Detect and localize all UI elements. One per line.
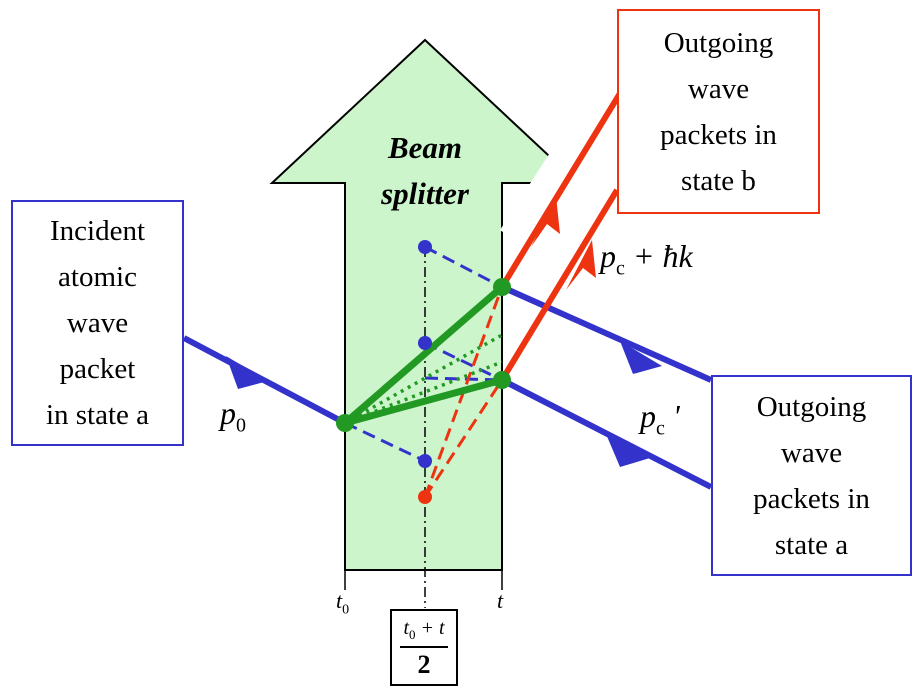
incident-packet-box: Incident atomic wave packet in state a: [11, 200, 184, 446]
incident-line-3: wave: [66, 307, 129, 339]
green-point-upper: [493, 278, 511, 296]
pc-prime-label: pc ': [640, 398, 680, 440]
outgoing-red-beam-lower: [499, 188, 620, 382]
p0-label: p0: [220, 395, 246, 437]
blue-point-mid: [418, 336, 432, 350]
outgoing-b-line-1: Outgoing: [663, 26, 774, 59]
outgoing-a-line-2: wave: [780, 436, 843, 469]
outgoing-b-line-2: wave: [687, 72, 750, 105]
outgoing-a-line-4: state a: [774, 528, 849, 561]
outgoing-b-line-3: packets in: [660, 118, 777, 151]
beam-splitter-label-line2: splitter: [381, 176, 469, 211]
incident-line-1: Incident: [49, 215, 145, 247]
outgoing-a-line-1: Outgoing: [756, 390, 867, 423]
incident-arrowhead: [226, 356, 268, 389]
outgoing-state-a-box: Outgoing wave packets in state a: [711, 375, 912, 576]
incident-line-5: in state a: [45, 399, 150, 431]
blue-point-top: [418, 240, 432, 254]
blue-dashed-lines: [344, 245, 503, 463]
green-dotted-lines: [344, 333, 503, 425]
blue-point-bottom: [418, 454, 432, 468]
t-label: t: [497, 588, 504, 613]
midtime-fraction-box: t0 + t 2: [390, 609, 458, 686]
incident-line-4: packet: [59, 353, 136, 385]
midtime-numerator: t0 + t: [403, 617, 445, 642]
beam-splitter-arrow: [269, 38, 581, 571]
outgoing-red-beam-upper: [499, 88, 625, 289]
outgoing-blue-beam-lower: [500, 377, 713, 490]
red-point: [418, 490, 432, 504]
green-point-start: [336, 414, 354, 432]
outgoing-blue-beam-upper: [500, 284, 713, 383]
midtime-denominator: 2: [417, 650, 431, 679]
beam-splitter-label-line1: Beam: [387, 130, 463, 165]
outgoing-a-line-3: packets in: [753, 482, 870, 515]
outgoing-lower-arrowhead: [606, 434, 650, 467]
outgoing-red-upper-arrowhead: [531, 196, 560, 247]
incident-line-2: atomic: [58, 261, 137, 293]
t0-label: t0: [336, 588, 350, 618]
outgoing-b-line-4: state b: [681, 164, 756, 197]
outgoing-red-lower-arrowhead: [566, 240, 596, 290]
green-point-lower: [493, 371, 511, 389]
pc-hk-label: pc + ħk: [600, 238, 693, 280]
fraction-bar: [400, 646, 448, 648]
outgoing-upper-arrowhead: [620, 341, 662, 374]
green-trajectories: [341, 283, 506, 427]
outgoing-state-b-box: Outgoing wave packets in state b: [617, 9, 820, 214]
